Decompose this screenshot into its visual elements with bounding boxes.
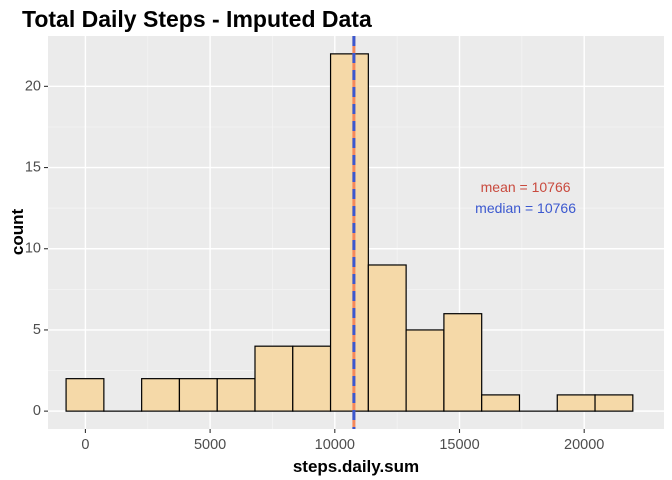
y-axis-title: count xyxy=(8,209,27,256)
histogram-bar xyxy=(292,345,332,412)
chart-title: Total Daily Steps - Imputed Data xyxy=(22,6,372,32)
histogram-bar xyxy=(405,329,445,412)
histogram-bar xyxy=(367,264,407,412)
x-tick-label: 5000 xyxy=(194,437,226,453)
annotations: mean = 10766 median = 10766 xyxy=(475,179,576,216)
histogram-bar xyxy=(65,378,105,412)
y-tick-label: 0 xyxy=(33,403,41,419)
x-tick-label: 10000 xyxy=(315,437,355,453)
y-tick-label: 15 xyxy=(25,160,41,176)
annotation-label: mean = 10766 xyxy=(481,179,571,195)
histogram-bar xyxy=(481,394,521,412)
y-axis: 0 5 10 15 20 xyxy=(25,78,48,419)
histogram-bar xyxy=(594,394,634,412)
annotation-label: median = 10766 xyxy=(475,200,576,216)
x-axis: 0 5000 10000 15000 20000 xyxy=(81,429,604,453)
histogram-bars xyxy=(65,53,634,412)
histogram-bar xyxy=(178,378,218,412)
y-tick-label: 5 xyxy=(33,322,41,338)
histogram-bar xyxy=(141,378,181,412)
histogram-bar xyxy=(254,345,294,412)
x-axis-title: steps.daily.sum xyxy=(293,457,419,476)
histogram-bar xyxy=(329,53,369,412)
histogram-bar xyxy=(443,313,483,412)
x-tick-label: 20000 xyxy=(564,437,604,453)
x-tick-label: 0 xyxy=(81,437,89,453)
histogram-bar xyxy=(556,394,596,412)
y-tick-label: 10 xyxy=(25,241,41,257)
x-tick-label: 15000 xyxy=(439,437,479,453)
y-tick-label: 20 xyxy=(25,78,41,94)
histogram-bar xyxy=(216,378,256,412)
